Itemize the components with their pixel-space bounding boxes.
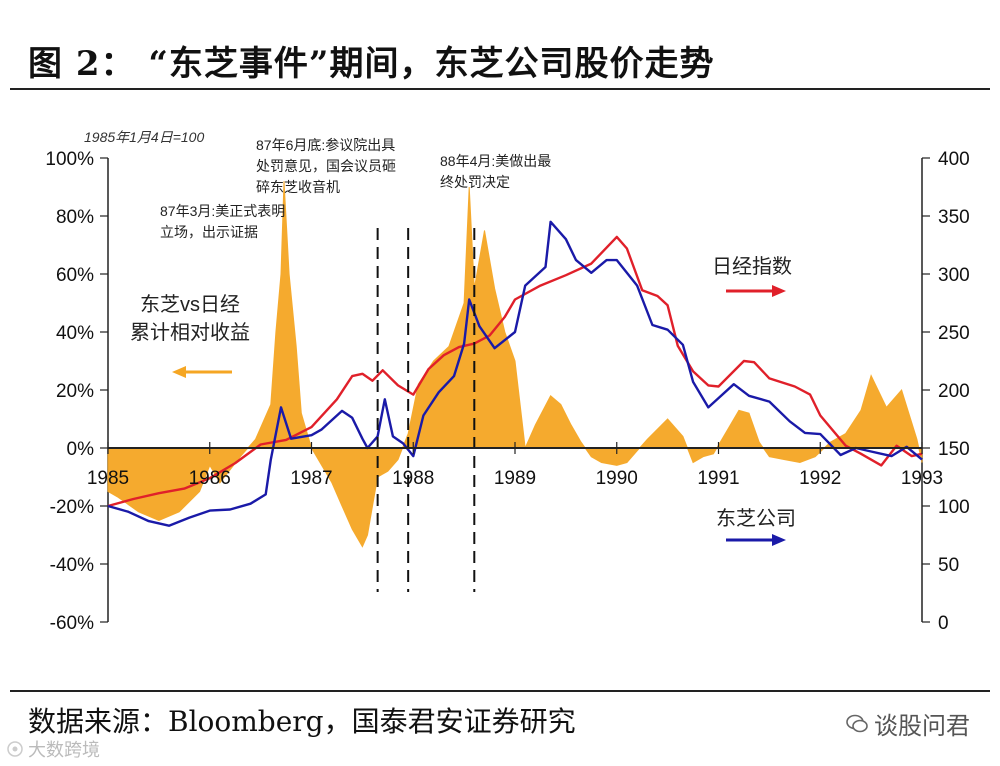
- watermark-right: 谈股问君: [846, 706, 970, 741]
- left-tick-label: 60%: [56, 265, 94, 286]
- x-tick-label: 1992: [799, 468, 841, 489]
- nikkei-series-line: [107, 235, 923, 508]
- right-tick-label: 350: [938, 207, 970, 228]
- source-note: 数据来源：Bloomberg，国泰君安证券研究: [28, 705, 576, 738]
- right-tick-label: 300: [938, 265, 970, 286]
- axes: 100% 80% 60% 40% 20% 0% -20% -40% -60% 400 350 300 2…: [45, 149, 969, 634]
- right-tick-label: 100: [938, 497, 970, 518]
- legend-nikkei-label: 日经指数: [712, 255, 792, 278]
- left-tick-label: 100%: [45, 149, 94, 170]
- x-tick-label: 1985: [87, 468, 129, 489]
- relative-return-series: [107, 181, 923, 548]
- legend-relative-line2: 累计相对收益: [130, 321, 250, 344]
- logo-icon: [7, 741, 23, 757]
- x-tick-label: 1990: [596, 468, 638, 489]
- left-tick-label: -60%: [50, 613, 94, 634]
- wechat-icon: [846, 714, 868, 732]
- watermark-left: 大数跨境: [6, 736, 100, 762]
- base-note: 1985年1月4日=100: [84, 129, 204, 145]
- left-tick-label: -40%: [50, 555, 94, 576]
- event-annotation: 88年4月:美做出最: [440, 153, 551, 169]
- x-tick-label: 1993: [901, 468, 943, 489]
- left-tick-label: 0%: [67, 439, 95, 460]
- x-tick-label: 1989: [494, 468, 536, 489]
- event-annotation: 终处罚决定: [440, 174, 510, 190]
- watermark-left-text: 大数跨境: [28, 740, 100, 761]
- right-tick-label: 0: [938, 613, 949, 634]
- relative-return-area: [107, 181, 923, 548]
- x-tick-label: 1986: [189, 468, 231, 489]
- legend-nikkei-arrowhead: [772, 285, 786, 297]
- right-tick-label: 400: [938, 149, 970, 170]
- toshiba-series-line: [107, 220, 923, 527]
- event-annotation: 处罚意见，国会议员砸: [256, 158, 396, 174]
- title-rule: [10, 88, 990, 90]
- event-annotation: 87年6月底:参议院出具: [256, 137, 395, 153]
- left-tick-label: 20%: [56, 381, 94, 402]
- legend-toshiba-label: 东芝公司: [716, 507, 796, 530]
- event-annotation: 碎东芝收音机: [256, 179, 340, 195]
- legend-relative-line1: 东芝vs日经: [140, 293, 240, 316]
- source-rule: [10, 690, 990, 692]
- legend-toshiba-arrowhead: [772, 534, 786, 546]
- left-tick-label: 40%: [56, 323, 94, 344]
- left-tick-label: 80%: [56, 207, 94, 228]
- price-lines: [107, 220, 923, 527]
- event-annotation: 立场，出示证据: [160, 224, 258, 240]
- legend-relative-arrowhead: [172, 366, 186, 378]
- right-tick-label: 250: [938, 323, 970, 344]
- x-tick-label: 1987: [290, 468, 332, 489]
- watermark-right-text: 谈股问君: [874, 712, 970, 740]
- right-tick-label: 150: [938, 439, 970, 460]
- right-tick-label: 50: [938, 555, 959, 576]
- x-tick-label: 1991: [697, 468, 739, 489]
- x-tick-label: 1988: [392, 468, 434, 489]
- figure-title: 图 2： “东芝事件”期间，东芝公司股价走势: [28, 44, 715, 84]
- event-annotation: 87年3月:美正式表明: [160, 203, 285, 219]
- right-tick-label: 200: [938, 381, 970, 402]
- left-tick-label: -20%: [50, 497, 94, 518]
